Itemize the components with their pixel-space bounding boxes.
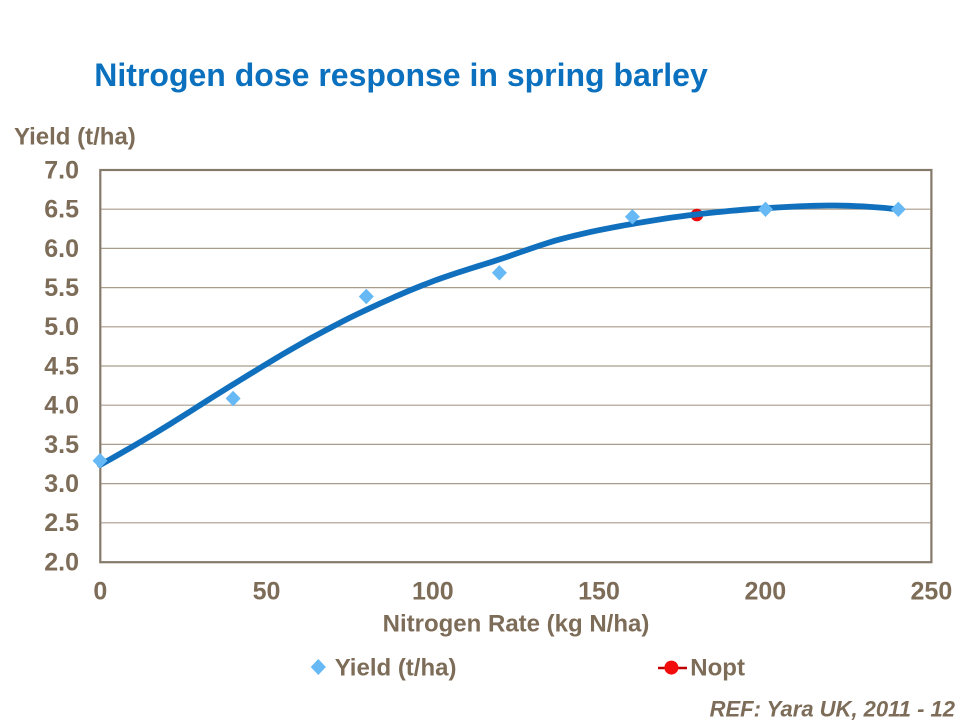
svg-text:100: 100 <box>412 578 454 606</box>
svg-text:250: 250 <box>911 578 953 606</box>
svg-text:0: 0 <box>93 578 107 606</box>
svg-text:Nitrogen Rate (kg N/ha): Nitrogen Rate (kg N/ha) <box>383 611 650 638</box>
svg-text:Yield (t/ha): Yield (t/ha) <box>335 655 457 682</box>
svg-text:Nopt: Nopt <box>690 655 745 682</box>
svg-text:4.5: 4.5 <box>44 352 79 380</box>
svg-text:7.0: 7.0 <box>44 156 79 184</box>
svg-text:150: 150 <box>578 578 620 606</box>
svg-text:2.0: 2.0 <box>44 549 79 577</box>
svg-text:Nitrogen dose response in spri: Nitrogen dose response in spring barley <box>94 57 708 93</box>
svg-text:3.5: 3.5 <box>44 431 79 459</box>
svg-text:200: 200 <box>744 578 786 606</box>
svg-text:6.5: 6.5 <box>44 196 79 224</box>
svg-text:4.0: 4.0 <box>44 392 79 420</box>
svg-text:5.5: 5.5 <box>44 274 79 302</box>
svg-text:5.0: 5.0 <box>44 313 79 341</box>
svg-text:6.0: 6.0 <box>44 235 79 263</box>
svg-text:Yield (t/ha): Yield (t/ha) <box>14 123 136 150</box>
svg-text:50: 50 <box>253 578 281 606</box>
svg-text:3.0: 3.0 <box>44 470 79 498</box>
svg-text:2.5: 2.5 <box>44 509 79 537</box>
svg-text:REF: Yara UK, 2011 - 12: REF: Yara UK, 2011 - 12 <box>710 697 956 720</box>
